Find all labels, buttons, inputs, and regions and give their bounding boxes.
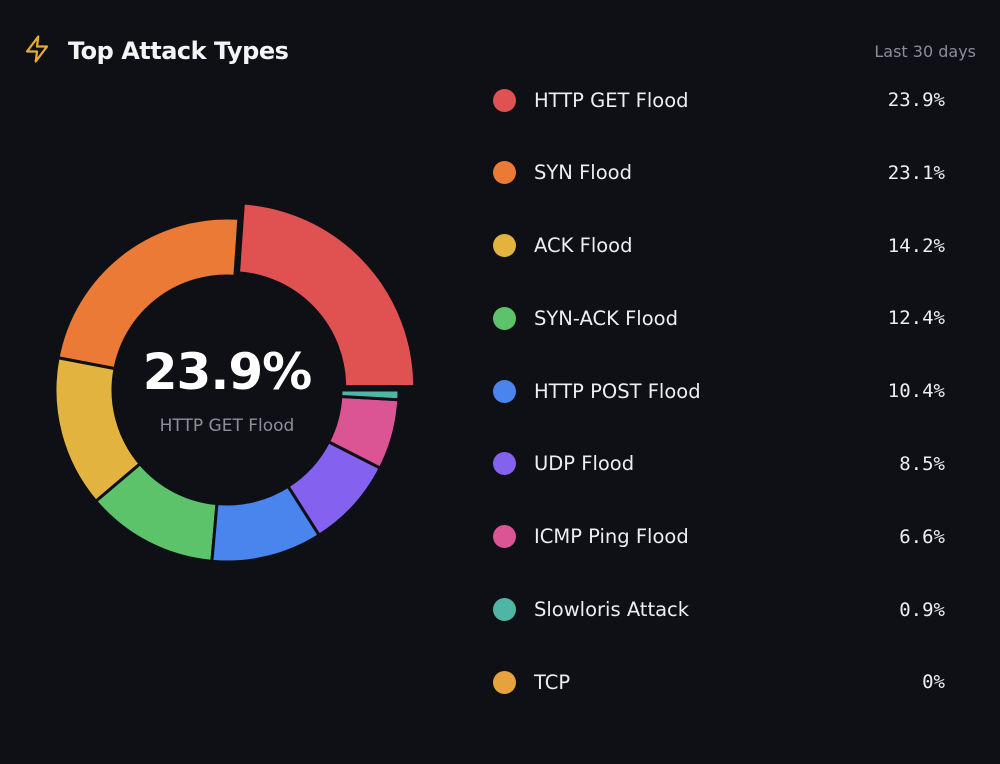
lightning-bolt-icon [22, 34, 52, 68]
legend-item[interactable]: TCP 0% [493, 664, 945, 700]
legend-label: HTTP GET Flood [534, 88, 689, 112]
donut-slice[interactable] [339, 388, 401, 402]
legend-value: 0.9% [899, 598, 945, 621]
card-title: Top Attack Types [68, 37, 289, 65]
legend-swatch [493, 525, 516, 549]
legend-swatch [493, 306, 516, 330]
legend-value: 23.9% [887, 89, 945, 111]
time-range-label[interactable]: Last 30 days [874, 42, 976, 61]
legend-item[interactable]: HTTP GET Flood 23.9% [493, 82, 945, 118]
legend-swatch [493, 598, 516, 622]
legend-value: 6.6% [899, 525, 945, 548]
center-value: 23.9% [142, 343, 312, 401]
legend-label: Slowloris Attack [534, 598, 690, 622]
legend-value: 0% [922, 671, 945, 694]
legend-swatch [493, 670, 516, 694]
legend-label: HTTP POST Flood [534, 379, 701, 403]
legend-swatch [493, 88, 516, 112]
legend-value: 12.4% [887, 307, 945, 330]
legend-value: 23.1% [887, 161, 945, 184]
center-label: HTTP GET Flood [159, 416, 295, 436]
donut-slice[interactable] [236, 201, 417, 389]
legend-item[interactable]: Slowloris Attack 0.9% [493, 592, 945, 628]
legend-label: SYN-ACK Flood [534, 306, 678, 330]
legend-item[interactable]: SYN-ACK Flood 12.4% [493, 300, 945, 336]
legend-value: 14.2% [887, 234, 945, 257]
legend-label: UDP Flood [534, 452, 635, 476]
legend-item[interactable]: UDP Flood 8.5% [493, 446, 945, 482]
legend-swatch [493, 161, 516, 185]
legend-label: TCP [534, 670, 571, 694]
legend-label: SYN Flood [534, 161, 632, 185]
legend-value: 10.4% [887, 380, 945, 403]
legend-item[interactable]: SYN Flood 23.1% [493, 155, 945, 191]
legend-swatch [493, 234, 516, 258]
legend: HTTP GET Flood 23.9% SYN Flood 23.1% ACK… [493, 82, 945, 737]
legend-item[interactable]: HTTP POST Flood 10.4% [493, 373, 945, 409]
legend-label: ICMP Ping Flood [534, 525, 689, 549]
legend-value: 8.5% [899, 452, 945, 475]
legend-label: ACK Flood [534, 234, 633, 258]
legend-item[interactable]: ICMP Ping Flood 6.6% [493, 519, 945, 555]
legend-item[interactable]: ACK Flood 14.2% [493, 228, 945, 264]
card-header: Top Attack Types [22, 34, 289, 68]
donut-chart [53, 201, 417, 564]
legend-swatch [493, 379, 516, 403]
legend-swatch [493, 452, 516, 476]
